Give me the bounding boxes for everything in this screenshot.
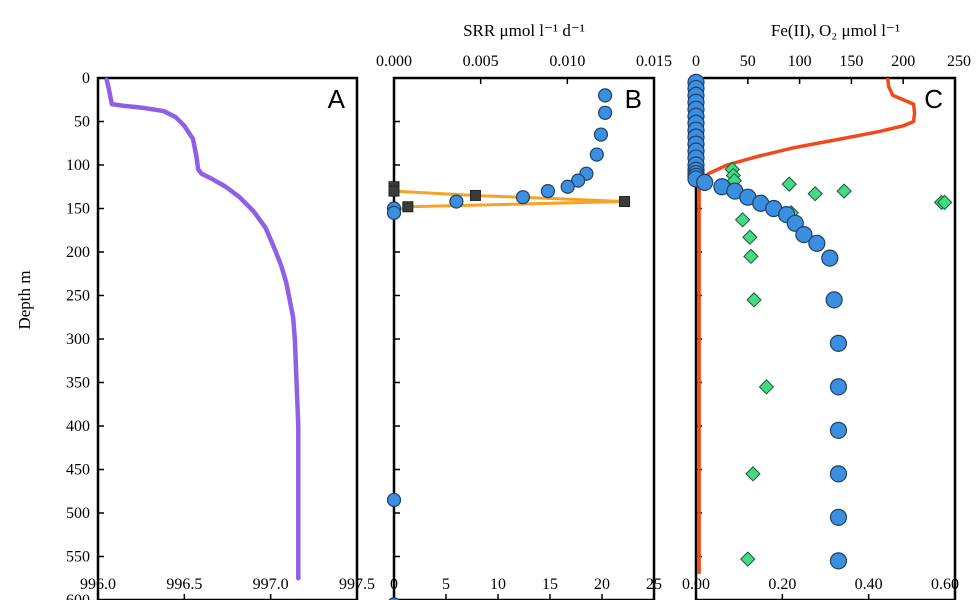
x-tick-label-a: 996.5 [166, 576, 202, 593]
srr-point [619, 196, 631, 208]
x-top-tick-label-c: 0 [692, 53, 700, 70]
x-tick-label-c: 0.20 [768, 576, 796, 593]
x-top-tick-label-c: 200 [891, 53, 915, 70]
panel-letter-c: C [924, 84, 943, 114]
y-tick-label: 600 [66, 592, 90, 600]
fe-point [742, 229, 758, 245]
x-tick-label-c: 0.40 [855, 576, 883, 593]
y-tick-label: 500 [66, 505, 90, 522]
x-top-tick-label-b: 0.010 [549, 53, 585, 70]
x-tick-label-a: 997.5 [339, 576, 375, 593]
x-top-tick-label-c: 50 [740, 53, 756, 70]
axes-layer [96, 76, 957, 600]
x-top-tick-label-b: 0.005 [463, 53, 499, 70]
y-tick-label: 200 [66, 244, 90, 261]
labels-layer: 050100150200250300350400450500550600996.… [15, 21, 971, 600]
sulfate-point [515, 190, 531, 205]
x-top-tick-label-c: 100 [788, 53, 812, 70]
x-tick-label-b: 10 [490, 576, 506, 593]
o2-line [697, 77, 917, 574]
x-top-tick-label-c: 150 [839, 53, 863, 70]
x-top-tick-label-c: 250 [947, 53, 971, 70]
x-tick-label-a: 997.0 [253, 576, 289, 593]
sulfate-point [593, 127, 609, 142]
y-tick-label: 0 [82, 70, 90, 87]
plot-frame-b [392, 76, 656, 600]
y-axis-title: Depth m [15, 270, 34, 329]
y-tick-label: 250 [66, 288, 90, 305]
srr-point [388, 185, 400, 197]
fe-point [746, 292, 762, 308]
srr-point [469, 189, 481, 201]
marks-layer [104, 73, 953, 600]
sulfate-point [540, 184, 556, 199]
y-tick-label: 550 [66, 549, 90, 566]
x-tick-label-c: 0.60 [931, 576, 959, 593]
sulfate-point [560, 179, 575, 194]
sulfate-point [598, 88, 613, 103]
h2s-point [829, 334, 848, 352]
x-tick-label-b: 5 [442, 576, 450, 593]
h2s-point [825, 291, 843, 309]
sulfate-point [449, 194, 464, 209]
plot-frame-a [96, 76, 359, 600]
h2s-point [795, 226, 813, 244]
panel-letter-a: A [328, 84, 346, 114]
h2s-point [786, 214, 804, 232]
sulfate-point [589, 147, 604, 162]
x-tick-label-c: 0.00 [682, 576, 710, 593]
sulfate-point [386, 205, 402, 220]
fe-point [836, 183, 852, 199]
y-tick-label: 300 [66, 331, 90, 348]
y-tick-label: 50 [74, 114, 90, 131]
sulfate-point [570, 173, 586, 188]
h2s-point [829, 378, 848, 396]
density-line [104, 77, 301, 581]
srr-line [392, 186, 627, 213]
plot-frame-c [694, 76, 957, 600]
fe-point [936, 194, 953, 211]
y-tick-label: 400 [66, 418, 90, 435]
srr-axis-title: SRR μmol l⁻¹ d⁻¹ [463, 21, 585, 40]
fe-point [743, 248, 759, 265]
sulfate-point [598, 105, 613, 120]
h2s-point [808, 234, 826, 252]
x-top-tick-label-b: 0.015 [636, 53, 672, 70]
fe-point [781, 176, 797, 192]
fe-point [758, 379, 775, 395]
panel-letter-b: B [625, 84, 642, 114]
srr-point [402, 201, 414, 213]
h2s-point [696, 173, 714, 191]
x-tick-label-b: 25 [646, 576, 662, 593]
y-tick-label: 350 [66, 375, 90, 392]
y-tick-label: 450 [66, 462, 90, 479]
fe-point [807, 186, 823, 202]
y-tick-label: 100 [66, 157, 90, 174]
h2s-point [829, 552, 848, 570]
h2s-point [829, 465, 848, 483]
sulfate-point [388, 597, 400, 600]
fe-point [734, 212, 751, 228]
h2s-point [829, 508, 848, 526]
h2s-point [829, 421, 848, 439]
x-tick-label-b: 20 [594, 576, 610, 593]
x-tick-label-b: 15 [542, 576, 558, 593]
x-tick-label-a: 996.0 [80, 576, 116, 593]
fe-point [740, 551, 756, 567]
h2s-point [821, 249, 839, 267]
x-top-tick-label-b: 0.000 [376, 53, 412, 70]
y-tick-label: 150 [66, 201, 90, 218]
fe-point [745, 466, 761, 482]
x-tick-label-b: 0 [390, 576, 398, 593]
fe-o2-axis-title: Fe(II), O₂ μmol l⁻¹ [771, 21, 900, 40]
sulfate-point [386, 492, 402, 508]
